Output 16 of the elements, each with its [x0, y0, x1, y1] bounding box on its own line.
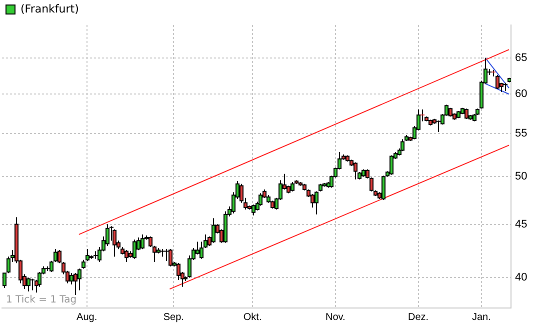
candlestick — [94, 250, 98, 260]
x-tick-label: Okt. — [243, 312, 262, 323]
candlestick — [30, 278, 34, 291]
legend-label: (Frankfurt) — [20, 2, 79, 16]
y-tick-label: 60 — [515, 88, 528, 100]
y-tick-label: 40 — [515, 272, 528, 284]
y-tick-label: 55 — [515, 128, 528, 140]
x-tick-label: Jan. — [472, 312, 491, 323]
y-tick-label: 65 — [515, 52, 528, 64]
x-tick-label: Dez. — [408, 312, 429, 323]
annotation: 1 Tick = 1 Tag — [6, 294, 77, 306]
x-tick-label: Aug. — [76, 312, 98, 323]
y-tick-label: 50 — [515, 170, 528, 183]
y-tick-label: 45 — [515, 218, 528, 230]
x-tick-label: Sep. — [163, 312, 184, 323]
x-tick-label: Nov. — [326, 312, 346, 323]
